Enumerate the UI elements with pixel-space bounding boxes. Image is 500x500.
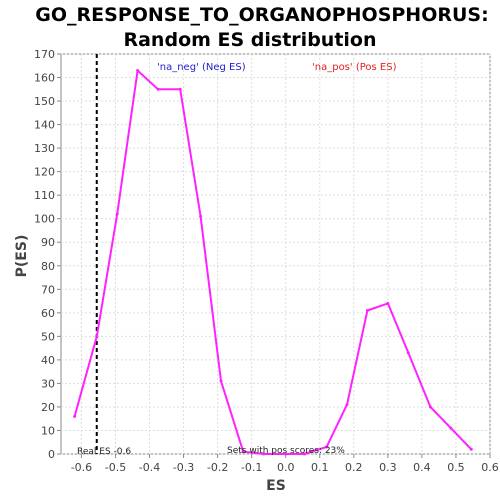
chart-title-line1: GO_RESPONSE_TO_ORGANOPHOSPHORUS: xyxy=(35,4,488,26)
data-point xyxy=(178,87,182,91)
x-tick-label: 0.2 xyxy=(345,461,363,474)
y-tick-label: 120 xyxy=(34,166,55,179)
y-tick-label: 160 xyxy=(34,72,55,85)
y-tick-label: 150 xyxy=(34,95,55,108)
series-line xyxy=(73,69,473,455)
x-tick-label: 0.5 xyxy=(447,461,465,474)
legend-entry-pos: 'na_pos' (Pos ES) xyxy=(312,62,397,73)
series-layer xyxy=(73,68,473,456)
chart-title-line2: Random ES distribution xyxy=(123,29,376,51)
x-tick-label: -0.5 xyxy=(105,461,126,474)
annotation-pos-scores: Sets with pos scores: 23% xyxy=(227,446,345,456)
x-tick-label: -0.6 xyxy=(71,461,92,474)
y-tick-label: 0 xyxy=(48,448,55,461)
y-tick-label: 10 xyxy=(41,424,55,437)
x-tick-label: 0.0 xyxy=(277,461,295,474)
y-tick-label: 90 xyxy=(41,236,55,249)
x-tick-label: -0.3 xyxy=(173,461,194,474)
x-tick-label: -0.2 xyxy=(207,461,228,474)
x-tick-label: 0.3 xyxy=(379,461,397,474)
data-point xyxy=(449,426,453,430)
legend-entry-neg: 'na_neg' (Neg ES) xyxy=(157,62,246,73)
y-tick-label: 130 xyxy=(34,142,55,155)
y-tick-label: 80 xyxy=(41,260,55,273)
y-tick-label: 70 xyxy=(41,283,55,296)
data-point xyxy=(199,214,203,218)
data-point xyxy=(406,351,410,355)
data-point xyxy=(115,212,119,216)
data-point xyxy=(262,452,266,456)
data-point xyxy=(136,68,140,72)
y-tick-label: 110 xyxy=(34,189,55,202)
data-point xyxy=(156,87,160,91)
y-axis-title: P(ES) xyxy=(14,235,30,278)
y-tick-label: 20 xyxy=(41,401,55,414)
data-point xyxy=(386,301,390,305)
data-point xyxy=(325,445,329,449)
data-point xyxy=(219,379,223,383)
data-point xyxy=(95,334,99,338)
y-axis: 0 10 20 30 40 50 60 70 80 90 100 110 120 130 140 150 160… xyxy=(34,48,61,461)
y-tick-label: 100 xyxy=(34,213,55,226)
data-point xyxy=(469,447,473,451)
data-point xyxy=(428,405,432,409)
x-axis: -0.6 -0.5 -0.4 -0.3 -0.2 -0.1 0.0 0.1 0.2 0.3 0.4 0… xyxy=(71,454,499,474)
x-tick-label: -0.1 xyxy=(241,461,262,474)
data-point xyxy=(284,452,288,456)
y-tick-label: 170 xyxy=(34,48,55,61)
y-tick-label: 30 xyxy=(41,377,55,390)
data-point xyxy=(365,308,369,312)
y-tick-label: 140 xyxy=(34,119,55,132)
y-tick-label: 60 xyxy=(41,307,55,320)
x-tick-label: 0.1 xyxy=(311,461,329,474)
x-tick-label: -0.4 xyxy=(139,461,160,474)
y-tick-label: 50 xyxy=(41,330,55,343)
data-point xyxy=(73,414,77,418)
plot-area xyxy=(60,53,491,455)
x-tick-label: 0.6 xyxy=(481,461,499,474)
data-point xyxy=(241,450,245,454)
y-tick-label: 40 xyxy=(41,354,55,367)
x-tick-label: 0.4 xyxy=(413,461,431,474)
annotation-real-es: Real ES -0.6 xyxy=(77,447,131,457)
x-axis-title: ES xyxy=(266,478,286,494)
data-point xyxy=(345,403,349,407)
data-point xyxy=(302,452,306,456)
